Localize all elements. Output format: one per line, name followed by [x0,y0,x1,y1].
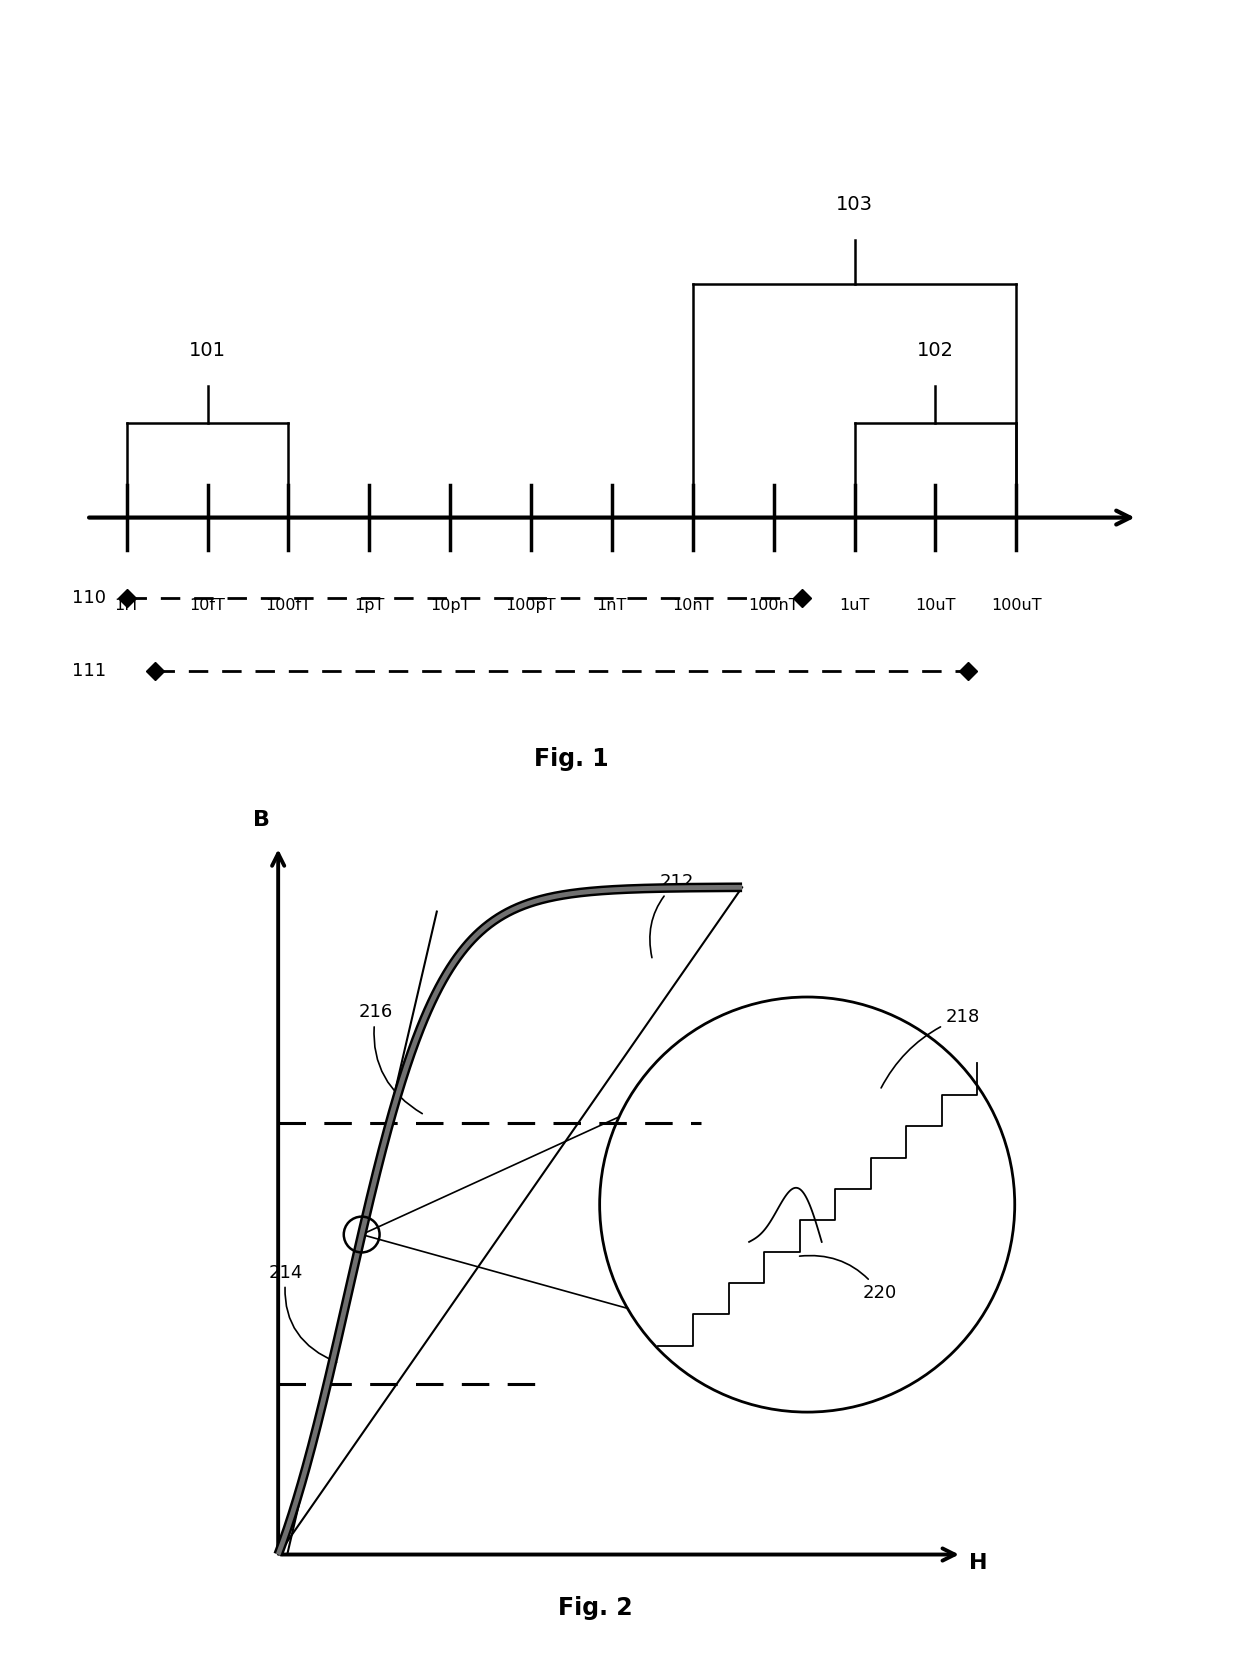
Text: 1pT: 1pT [355,598,384,613]
Text: 100nT: 100nT [748,598,799,613]
Text: 10fT: 10fT [190,598,226,613]
Text: H: H [968,1553,987,1573]
Text: 10pT: 10pT [430,598,470,613]
Text: 102: 102 [916,341,954,360]
Text: 220: 220 [800,1256,897,1302]
Text: 101: 101 [188,341,226,360]
Text: 100uT: 100uT [991,598,1042,613]
Text: 111: 111 [72,663,107,679]
Text: 103: 103 [836,194,873,214]
Text: 100fT: 100fT [265,598,311,613]
Text: 100pT: 100pT [506,598,557,613]
Text: 1nT: 1nT [596,598,627,613]
Text: 1fT: 1fT [114,598,140,613]
Text: Fig. 1: Fig. 1 [534,747,609,771]
Text: 10uT: 10uT [915,598,956,613]
Text: B: B [253,811,270,830]
Text: 218: 218 [882,1008,980,1088]
Text: 216: 216 [358,1003,423,1113]
Text: 10nT: 10nT [672,598,713,613]
Text: 214: 214 [269,1264,336,1362]
Text: 110: 110 [72,590,107,606]
Text: 212: 212 [650,874,694,958]
Text: 1uT: 1uT [839,598,869,613]
Text: Fig. 2: Fig. 2 [558,1596,632,1619]
